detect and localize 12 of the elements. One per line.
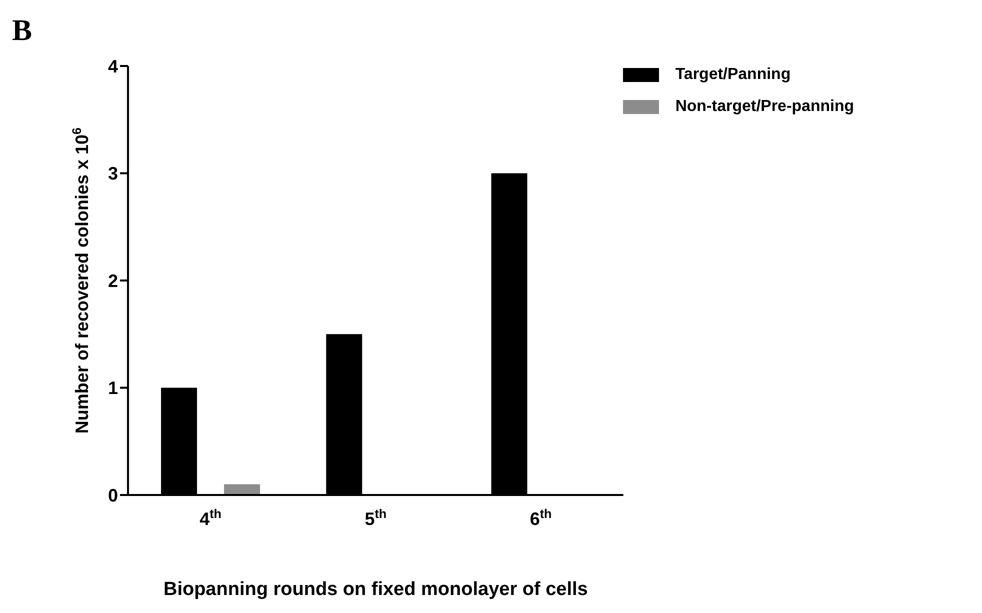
- x-tick-label: 5$^{th}$: [364, 507, 387, 529]
- y-tick-label: 0: [108, 485, 118, 506]
- legend-label: Non-target/Pre-panning: [675, 98, 854, 116]
- x-tick-label: 4$^{th}$: [200, 507, 222, 529]
- y-tick-label: 4: [108, 56, 118, 76]
- y-tick-label: 1: [108, 378, 118, 398]
- x-tick-label: 6$^{th}$: [530, 507, 552, 529]
- y-tick-label: 2: [108, 270, 118, 291]
- legend-label: Target/Panning: [675, 66, 791, 84]
- y-tick-label: 3: [108, 164, 118, 184]
- x-axis-title: Biopanning rounds on fixed monolayer of cells: [163, 579, 588, 600]
- chart-title: B: [12, 14, 32, 47]
